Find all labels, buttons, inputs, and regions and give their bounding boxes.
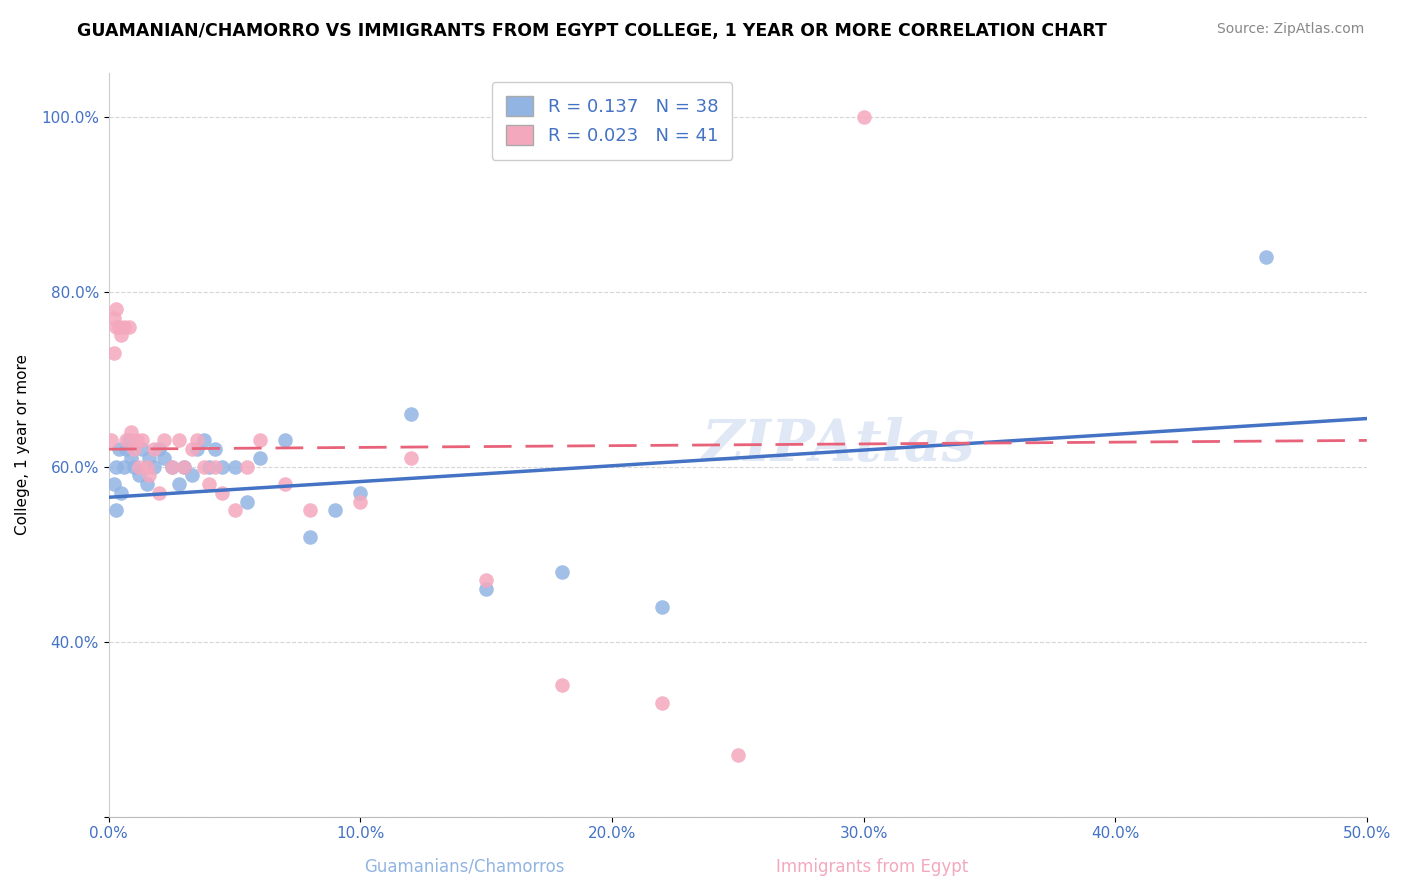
Point — [173, 459, 195, 474]
Text: Source: ZipAtlas.com: Source: ZipAtlas.com — [1216, 22, 1364, 37]
Point — [100, 434, 122, 448]
Point — [204, 459, 226, 474]
Point — [148, 442, 170, 457]
Point — [211, 486, 233, 500]
Point — [224, 459, 246, 474]
Point — [186, 434, 208, 448]
Point — [131, 434, 153, 448]
Point — [180, 442, 202, 457]
Point — [115, 434, 138, 448]
Point — [118, 319, 141, 334]
Point — [399, 407, 422, 421]
Point — [236, 459, 259, 474]
Point — [121, 425, 143, 439]
Point — [274, 477, 297, 491]
Point — [105, 302, 128, 317]
Point — [852, 110, 875, 124]
Point — [131, 442, 153, 457]
Point — [125, 434, 148, 448]
Point — [105, 459, 128, 474]
Point — [160, 459, 183, 474]
Point — [148, 486, 170, 500]
Point — [193, 459, 215, 474]
Point — [349, 486, 371, 500]
Point — [399, 450, 422, 465]
Y-axis label: College, 1 year or more: College, 1 year or more — [15, 354, 30, 535]
Point — [153, 450, 176, 465]
Point — [112, 319, 135, 334]
Point — [204, 442, 226, 457]
Point — [138, 468, 160, 483]
Point — [103, 346, 125, 360]
Text: Immigrants from Egypt: Immigrants from Egypt — [776, 858, 967, 876]
Point — [110, 486, 132, 500]
Point — [651, 599, 673, 614]
Point — [299, 530, 322, 544]
Point — [153, 434, 176, 448]
Point — [169, 434, 191, 448]
Point — [349, 494, 371, 508]
Point — [135, 459, 157, 474]
Point — [128, 459, 150, 474]
Point — [160, 459, 183, 474]
Point — [103, 310, 125, 325]
Point — [211, 459, 233, 474]
Point — [475, 582, 498, 596]
Point — [198, 459, 221, 474]
Point — [118, 434, 141, 448]
Point — [143, 442, 166, 457]
Point — [115, 442, 138, 457]
Point — [1256, 250, 1278, 264]
Point — [110, 328, 132, 343]
Point — [236, 494, 259, 508]
Point — [105, 319, 128, 334]
Point — [169, 477, 191, 491]
Legend: R = 0.137   N = 38, R = 0.023   N = 41: R = 0.137 N = 38, R = 0.023 N = 41 — [492, 82, 733, 160]
Point — [727, 748, 749, 763]
Point — [128, 468, 150, 483]
Text: Guamanians/Chamorros: Guamanians/Chamorros — [364, 858, 564, 876]
Point — [143, 459, 166, 474]
Point — [135, 477, 157, 491]
Point — [186, 442, 208, 457]
Point — [173, 459, 195, 474]
Point — [138, 450, 160, 465]
Point — [551, 565, 574, 579]
Point — [198, 477, 221, 491]
Point — [249, 434, 271, 448]
Point — [103, 477, 125, 491]
Point — [105, 503, 128, 517]
Point — [651, 696, 673, 710]
Point — [551, 678, 574, 692]
Point — [108, 319, 131, 334]
Point — [108, 442, 131, 457]
Point — [323, 503, 346, 517]
Point — [112, 459, 135, 474]
Point — [274, 434, 297, 448]
Point — [180, 468, 202, 483]
Point — [122, 442, 145, 457]
Point — [224, 503, 246, 517]
Point — [193, 434, 215, 448]
Point — [475, 574, 498, 588]
Point — [249, 450, 271, 465]
Point — [122, 459, 145, 474]
Text: GUAMANIAN/CHAMORRO VS IMMIGRANTS FROM EGYPT COLLEGE, 1 YEAR OR MORE CORRELATION : GUAMANIAN/CHAMORRO VS IMMIGRANTS FROM EG… — [77, 22, 1107, 40]
Point — [299, 503, 322, 517]
Text: ZIPAtlas: ZIPAtlas — [702, 417, 976, 473]
Point — [121, 450, 143, 465]
